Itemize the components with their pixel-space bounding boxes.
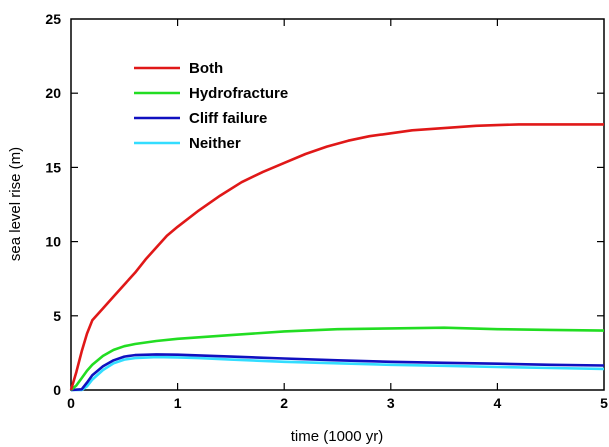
plot-frame [70, 18, 605, 391]
y-tick-label: 5 [53, 308, 61, 324]
y-tick-label: 15 [45, 159, 61, 175]
y-tick-label: 10 [45, 234, 61, 250]
y-tick-label: 25 [45, 11, 61, 27]
x-tick-label: 4 [494, 395, 502, 411]
x-tick-label: 5 [600, 395, 608, 411]
x-tick-label: 3 [387, 395, 395, 411]
x-axis-title: time (1000 yr) [291, 428, 384, 445]
legend-label-both: Both [189, 60, 223, 77]
legend-label-hydrofracture: Hydrofracture [189, 85, 288, 102]
x-tick-label: 1 [174, 395, 182, 411]
legend: Both Hydrofracture Cliff failure Neither [134, 60, 288, 152]
y-tick-label: 0 [53, 382, 61, 398]
x-tick-label: 2 [280, 395, 288, 411]
series-line-cliff-failure [70, 353, 605, 392]
legend-label-neither: Neither [189, 135, 241, 152]
series-line-neither [71, 355, 605, 392]
series-layer [69, 123, 605, 392]
series-line-hydrofracture [70, 326, 605, 391]
tick-layer: 0 1 2 3 4 5 0 5 10 15 20 25 [45, 11, 608, 411]
y-axis-title: sea level rise (m) [7, 147, 24, 261]
legend-label-cliff-failure: Cliff failure [189, 110, 267, 127]
series-line-both [69, 123, 604, 391]
x-tick-label: 0 [67, 395, 75, 411]
y-tick-label: 20 [45, 85, 61, 101]
